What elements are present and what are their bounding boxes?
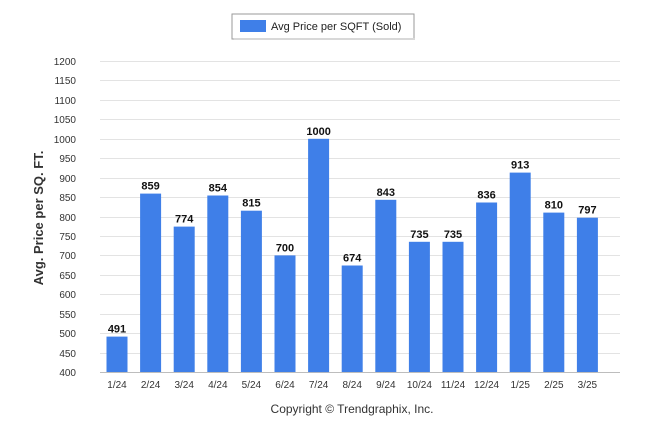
y-tick-label: 950 <box>59 154 76 165</box>
x-tick-label: 5/24 <box>242 380 262 391</box>
x-tick-label: 1/24 <box>107 380 127 391</box>
data-label: 1000 <box>306 126 330 138</box>
data-label: 735 <box>444 229 462 241</box>
y-tick-label: 550 <box>59 310 76 321</box>
y-tick-label: 800 <box>59 213 76 224</box>
x-tick-label: 4/24 <box>208 380 228 391</box>
y-axis-title: Avg. Price per SQ. FT. <box>31 151 46 286</box>
gridlines <box>100 61 620 373</box>
data-label: 797 <box>578 205 596 217</box>
y-tick-label: 900 <box>59 174 76 185</box>
bar <box>106 336 128 372</box>
legend: Avg Price per SQFT (Sold) <box>231 13 415 40</box>
x-tick-label: 2/24 <box>141 380 161 391</box>
x-tick-label: 8/24 <box>342 380 362 391</box>
data-label: 700 <box>276 242 294 254</box>
y-tick-label: 400 <box>59 368 76 379</box>
data-label: 774 <box>175 214 194 226</box>
x-tick-label: 6/24 <box>275 380 295 391</box>
data-label: 674 <box>343 253 362 265</box>
x-tick-label: 2/25 <box>544 380 564 391</box>
x-tick-label: 1/25 <box>510 380 530 391</box>
bar <box>140 193 162 372</box>
y-tick-label: 1100 <box>54 96 76 107</box>
bar <box>543 212 565 372</box>
data-label: 859 <box>141 181 159 193</box>
bar <box>341 265 363 372</box>
legend-swatch <box>240 20 266 32</box>
bar <box>509 172 531 372</box>
data-label: 491 <box>108 324 126 336</box>
x-axis-ticks: 1/24 2/24 3/24 4/24 5/24 6/24 7/24 8/24 9/24 10/2… <box>107 380 597 391</box>
data-label: 854 <box>209 183 228 195</box>
bars: 491 859 774 854 815 700 1000 674 843 735 735 836 913… <box>106 126 598 373</box>
data-label: 810 <box>545 200 563 212</box>
y-tick-label: 1150 <box>54 76 76 87</box>
x-tick-label: 3/24 <box>174 380 194 391</box>
bar <box>240 210 262 372</box>
x-tick-label: 3/25 <box>578 380 598 391</box>
data-label: 815 <box>242 198 260 210</box>
y-tick-label: 600 <box>59 290 76 301</box>
legend-label: Avg Price per SQFT (Sold) <box>271 21 401 33</box>
bar <box>173 226 195 372</box>
bar <box>207 195 229 372</box>
x-tick-label: 12/24 <box>474 380 499 391</box>
x-tick-label: 10/24 <box>407 380 432 391</box>
x-tick-label: 7/24 <box>309 380 329 391</box>
legend-shadow <box>234 38 415 40</box>
bar <box>408 241 430 372</box>
y-axis-ticks: 400 450 500 550 600 650 700 750 800 850 900 950 1000… <box>54 57 77 379</box>
data-label: 836 <box>477 190 495 202</box>
bar <box>274 255 296 372</box>
bar <box>476 202 498 372</box>
y-tick-label: 500 <box>59 329 76 340</box>
y-tick-label: 1050 <box>54 115 77 126</box>
bar <box>442 241 464 372</box>
data-label: 843 <box>377 187 395 199</box>
bar <box>308 138 330 373</box>
y-tick-label: 450 <box>59 349 76 360</box>
data-label: 913 <box>511 160 529 172</box>
bar <box>576 217 598 372</box>
x-tick-label: 9/24 <box>376 380 396 391</box>
x-tick-label: 11/24 <box>441 380 466 391</box>
y-tick-label: 1000 <box>54 135 77 146</box>
y-tick-label: 1200 <box>54 57 77 68</box>
y-tick-label: 850 <box>59 193 76 204</box>
copyright-footer: Copyright © Trendgraphix, Inc. <box>271 402 434 416</box>
y-tick-label: 700 <box>59 251 76 262</box>
data-label: 735 <box>410 229 428 241</box>
y-tick-label: 750 <box>59 232 76 243</box>
y-tick-label: 650 <box>59 271 76 282</box>
bar <box>375 199 397 372</box>
